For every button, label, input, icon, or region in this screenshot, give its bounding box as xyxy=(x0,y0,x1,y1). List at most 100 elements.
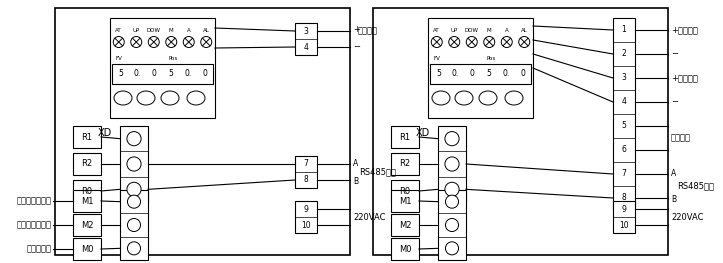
Text: −: − xyxy=(671,49,678,58)
Circle shape xyxy=(445,157,459,171)
Circle shape xyxy=(114,37,124,48)
Text: 8: 8 xyxy=(622,194,626,203)
Text: R1: R1 xyxy=(399,133,411,141)
Text: Pos: Pos xyxy=(487,55,496,60)
Bar xyxy=(438,190,466,260)
Text: B: B xyxy=(353,176,358,185)
Bar xyxy=(55,8,350,255)
Text: 机电反转（相）: 机电反转（相） xyxy=(17,220,52,230)
Text: Pos: Pos xyxy=(168,55,178,60)
Circle shape xyxy=(131,37,142,48)
Bar xyxy=(295,156,317,188)
Circle shape xyxy=(201,37,212,48)
Bar xyxy=(613,201,635,233)
Text: R2: R2 xyxy=(82,159,93,169)
Text: 故障报警: 故障报警 xyxy=(671,134,691,143)
Text: M2: M2 xyxy=(81,220,93,230)
Text: AL: AL xyxy=(521,28,528,33)
Text: RS485通讯: RS485通讯 xyxy=(677,181,714,190)
Circle shape xyxy=(445,132,459,146)
Bar xyxy=(73,153,101,175)
Text: B: B xyxy=(671,195,676,204)
Bar xyxy=(391,214,419,236)
Text: 4: 4 xyxy=(622,98,626,107)
Text: 9: 9 xyxy=(622,205,626,214)
Bar xyxy=(613,18,635,210)
Bar xyxy=(391,180,419,202)
Text: A: A xyxy=(505,28,508,33)
Circle shape xyxy=(501,37,513,48)
Ellipse shape xyxy=(505,91,523,105)
Text: 5: 5 xyxy=(436,69,441,78)
Bar xyxy=(73,190,101,212)
Text: 4: 4 xyxy=(304,43,309,52)
Text: 7: 7 xyxy=(304,159,309,169)
Text: 6: 6 xyxy=(622,145,626,154)
Text: A: A xyxy=(671,169,676,178)
Bar xyxy=(110,18,215,118)
Ellipse shape xyxy=(187,91,205,105)
Bar xyxy=(120,126,148,202)
Bar xyxy=(391,190,419,212)
Circle shape xyxy=(449,37,460,48)
Ellipse shape xyxy=(479,91,497,105)
Text: 9: 9 xyxy=(304,205,309,214)
Bar xyxy=(73,180,101,202)
Text: A: A xyxy=(353,159,359,168)
Text: 0.: 0. xyxy=(502,69,510,78)
Ellipse shape xyxy=(137,91,155,105)
Ellipse shape xyxy=(432,91,450,105)
Ellipse shape xyxy=(114,91,132,105)
Text: R0: R0 xyxy=(399,186,411,195)
Text: M0: M0 xyxy=(399,245,411,254)
Bar xyxy=(391,153,419,175)
Circle shape xyxy=(127,157,141,171)
Text: 10: 10 xyxy=(301,220,311,230)
Ellipse shape xyxy=(161,91,179,105)
Text: −: − xyxy=(671,98,678,107)
Text: RS485通讯: RS485通讯 xyxy=(359,168,396,176)
Circle shape xyxy=(127,182,141,196)
Text: UP: UP xyxy=(450,28,458,33)
Text: AT: AT xyxy=(433,28,440,33)
Text: 0: 0 xyxy=(520,69,525,78)
Bar xyxy=(295,201,317,233)
Text: R2: R2 xyxy=(399,159,411,169)
Text: 3: 3 xyxy=(304,27,309,36)
Text: UP: UP xyxy=(132,28,140,33)
Circle shape xyxy=(466,37,477,48)
Bar xyxy=(391,126,419,148)
Circle shape xyxy=(183,37,194,48)
Circle shape xyxy=(431,37,442,48)
Text: 0: 0 xyxy=(470,69,474,78)
Text: 5: 5 xyxy=(168,69,174,78)
Text: AT: AT xyxy=(116,28,122,33)
Circle shape xyxy=(127,132,141,146)
Text: 机电（中）: 机电（中） xyxy=(27,245,52,254)
Text: +反馈输出: +反馈输出 xyxy=(671,73,698,83)
Text: 反馈输出: 反馈输出 xyxy=(358,27,378,36)
Bar xyxy=(438,126,466,202)
Ellipse shape xyxy=(455,91,473,105)
Text: +: + xyxy=(353,26,360,34)
Bar xyxy=(373,8,668,255)
Bar xyxy=(391,238,419,260)
Circle shape xyxy=(484,37,495,48)
Text: 机电正转（相）: 机电正转（相） xyxy=(17,196,52,205)
Text: 1: 1 xyxy=(622,26,626,34)
Bar xyxy=(73,238,101,260)
Text: XD: XD xyxy=(98,128,112,138)
Text: +控制输入: +控制输入 xyxy=(671,26,698,34)
Text: R0: R0 xyxy=(82,186,93,195)
Circle shape xyxy=(445,182,459,196)
Bar xyxy=(428,18,533,118)
Text: 5: 5 xyxy=(487,69,492,78)
Text: 5: 5 xyxy=(622,122,626,130)
Text: M: M xyxy=(169,28,174,33)
Text: 5: 5 xyxy=(118,69,123,78)
Text: R1: R1 xyxy=(82,133,93,141)
Circle shape xyxy=(445,219,458,231)
Text: 0: 0 xyxy=(152,69,156,78)
Text: A: A xyxy=(187,28,191,33)
Text: 0.: 0. xyxy=(184,69,192,78)
